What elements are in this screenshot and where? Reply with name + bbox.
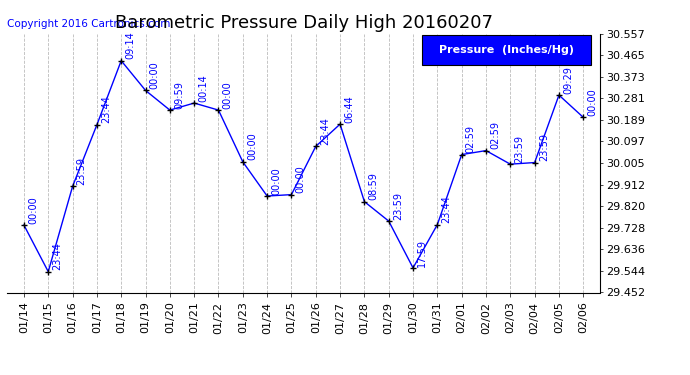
Text: 23:44: 23:44 (101, 96, 111, 123)
Text: 00:00: 00:00 (28, 196, 38, 223)
Text: 00:00: 00:00 (150, 61, 159, 89)
Text: 06:44: 06:44 (344, 95, 354, 123)
Text: 00:00: 00:00 (223, 81, 233, 109)
Text: 00:00: 00:00 (271, 167, 282, 195)
Text: 23:59: 23:59 (393, 192, 403, 220)
FancyBboxPatch shape (422, 35, 591, 65)
Text: 23:44: 23:44 (320, 117, 330, 145)
Text: 02:59: 02:59 (490, 121, 500, 149)
Text: 09:14: 09:14 (126, 32, 135, 59)
Title: Barometric Pressure Daily High 20160207: Barometric Pressure Daily High 20160207 (115, 14, 493, 32)
Text: 02:59: 02:59 (466, 125, 476, 153)
Text: 00:00: 00:00 (247, 133, 257, 160)
Text: 00:14: 00:14 (198, 74, 208, 102)
Text: 23:44: 23:44 (52, 242, 62, 270)
Text: 23:59: 23:59 (77, 157, 87, 185)
Text: 09:29: 09:29 (563, 66, 573, 94)
Text: Pressure  (Inches/Hg): Pressure (Inches/Hg) (439, 45, 574, 55)
Text: 23:59: 23:59 (539, 133, 549, 161)
Text: 17:59: 17:59 (417, 238, 427, 267)
Text: 00:00: 00:00 (587, 88, 598, 116)
Text: Copyright 2016 Cartronics.com: Copyright 2016 Cartronics.com (8, 19, 171, 28)
Text: 08:59: 08:59 (368, 172, 379, 200)
Text: 00:00: 00:00 (295, 165, 306, 193)
Text: 09:59: 09:59 (174, 81, 184, 109)
Text: 23:59: 23:59 (515, 135, 524, 163)
Text: 23:44: 23:44 (442, 195, 451, 223)
